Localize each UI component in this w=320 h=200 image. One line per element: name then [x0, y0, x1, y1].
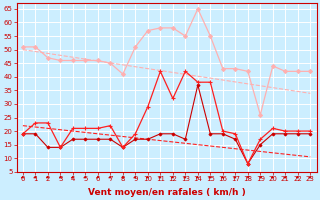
X-axis label: Vent moyen/en rafales ( km/h ): Vent moyen/en rafales ( km/h ) [88, 188, 245, 197]
